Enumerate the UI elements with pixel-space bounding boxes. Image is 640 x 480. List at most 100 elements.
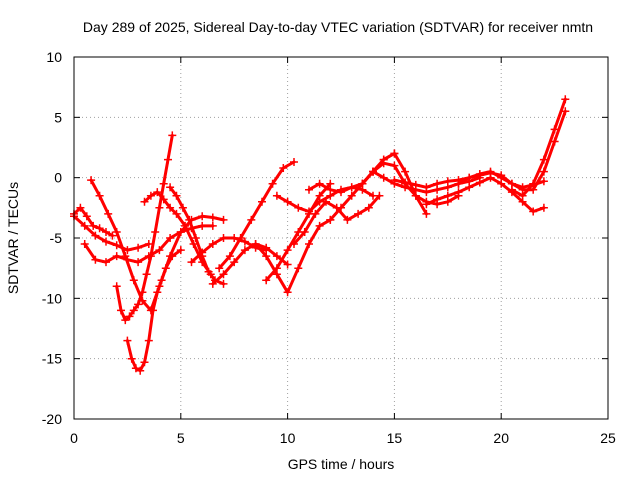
data-point-marker — [149, 306, 157, 315]
data-point-marker — [529, 179, 538, 188]
data-point-marker — [315, 221, 324, 230]
data-point-marker — [283, 197, 292, 206]
data-point-marker — [82, 212, 91, 221]
data-point-marker — [486, 167, 495, 176]
y-tick-label: 5 — [54, 109, 62, 125]
data-point-marker — [347, 191, 356, 200]
data-point-marker — [208, 213, 217, 222]
data-point-marker — [157, 276, 166, 285]
data-point-marker — [208, 279, 217, 288]
data-point-marker — [364, 203, 373, 212]
data-point-marker — [518, 191, 527, 200]
data-point-marker — [112, 282, 121, 291]
data-point-marker — [134, 243, 143, 252]
data-point-marker — [225, 252, 234, 261]
data-point-marker — [144, 336, 153, 345]
y-tick-label: -5 — [50, 230, 63, 246]
data-point-marker — [247, 215, 256, 224]
series-line — [328, 152, 428, 222]
data-point-marker — [159, 195, 168, 204]
data-point-marker — [337, 203, 345, 212]
series-track-6 — [123, 246, 185, 375]
data-point-marker — [140, 197, 149, 206]
data-point-marker — [219, 279, 228, 288]
data-point-marker — [230, 234, 239, 242]
data-point-marker — [369, 167, 377, 176]
y-axis-label: SDTVAR / TECUs — [5, 182, 21, 294]
data-point-marker — [539, 155, 548, 164]
data-point-marker — [127, 354, 136, 363]
axis-ticks — [73, 56, 609, 420]
data-point-marker — [125, 312, 134, 321]
data-point-marker — [390, 176, 399, 185]
data-point-marker — [379, 173, 388, 182]
data-point-marker — [550, 137, 559, 146]
data-point-marker — [198, 212, 207, 221]
series-track-10 — [215, 158, 298, 273]
series-track-12 — [251, 215, 335, 297]
data-point-marker — [112, 228, 121, 236]
data-point-marker — [283, 246, 292, 255]
data-point-marker — [422, 200, 431, 209]
series-line — [143, 190, 213, 276]
data-point-marker — [144, 240, 153, 248]
data-point-marker — [129, 276, 138, 285]
data-point-marker — [76, 203, 85, 212]
data-point-marker — [166, 203, 175, 212]
data-point-marker — [219, 234, 228, 242]
data-point-marker — [87, 176, 96, 185]
data-point-marker — [151, 228, 160, 236]
series-line — [254, 218, 332, 294]
data-point-marker — [433, 179, 442, 188]
data-point-marker — [240, 246, 249, 255]
data-point-marker — [129, 306, 138, 315]
data-point-marker — [539, 203, 548, 212]
data-point-marker — [146, 191, 155, 200]
data-point-marker — [168, 131, 177, 140]
data-point-marker — [358, 179, 367, 188]
x-tick-label: 5 — [177, 430, 185, 446]
data-point-marker — [337, 188, 345, 197]
series-track-7 — [140, 188, 215, 279]
data-point-marker — [268, 179, 277, 188]
data-point-marker — [475, 170, 484, 178]
data-point-marker — [283, 260, 292, 269]
series-track-1 — [70, 203, 117, 240]
data-point-marker — [104, 209, 113, 218]
data-point-marker — [91, 231, 100, 240]
data-point-marker — [95, 191, 104, 200]
data-point-marker — [322, 197, 330, 206]
series-track-19 — [369, 167, 484, 197]
data-point-marker — [465, 173, 474, 182]
data-point-marker — [117, 306, 125, 315]
data-point-marker — [112, 241, 121, 250]
data-point-marker — [354, 209, 363, 218]
data-point-marker — [191, 234, 200, 242]
data-point-marker — [178, 203, 187, 212]
data-point-marker — [305, 240, 313, 248]
x-tick-label: 0 — [70, 430, 78, 446]
data-point-marker — [102, 228, 110, 236]
data-point-marker — [208, 221, 217, 230]
data-point-marker — [326, 215, 335, 224]
data-point-marker — [123, 336, 132, 345]
data-point-marker — [138, 288, 147, 297]
data-point-marker — [326, 185, 335, 194]
data-point-marker — [112, 252, 121, 261]
data-point-marker — [539, 177, 548, 186]
data-point-marker — [272, 252, 281, 261]
tick-labels: 0 5 10 15 20 25 -20 -15 -10 -5 0 5 10 — [42, 49, 616, 446]
data-point-marker — [454, 188, 463, 197]
y-tick-label: -15 — [42, 351, 62, 367]
chart-title: Day 289 of 2025, Sidereal Day-to-day VTE… — [83, 19, 593, 35]
data-point-marker — [176, 246, 185, 255]
grid — [74, 57, 608, 419]
data-point-marker — [475, 178, 484, 187]
data-point-marker — [134, 258, 143, 267]
series-line — [510, 97, 567, 198]
data-point-marker — [550, 125, 559, 134]
x-tick-label: 10 — [280, 430, 296, 446]
data-point-marker — [159, 179, 168, 188]
data-point-marker — [443, 191, 452, 200]
data-point-marker — [121, 316, 130, 325]
